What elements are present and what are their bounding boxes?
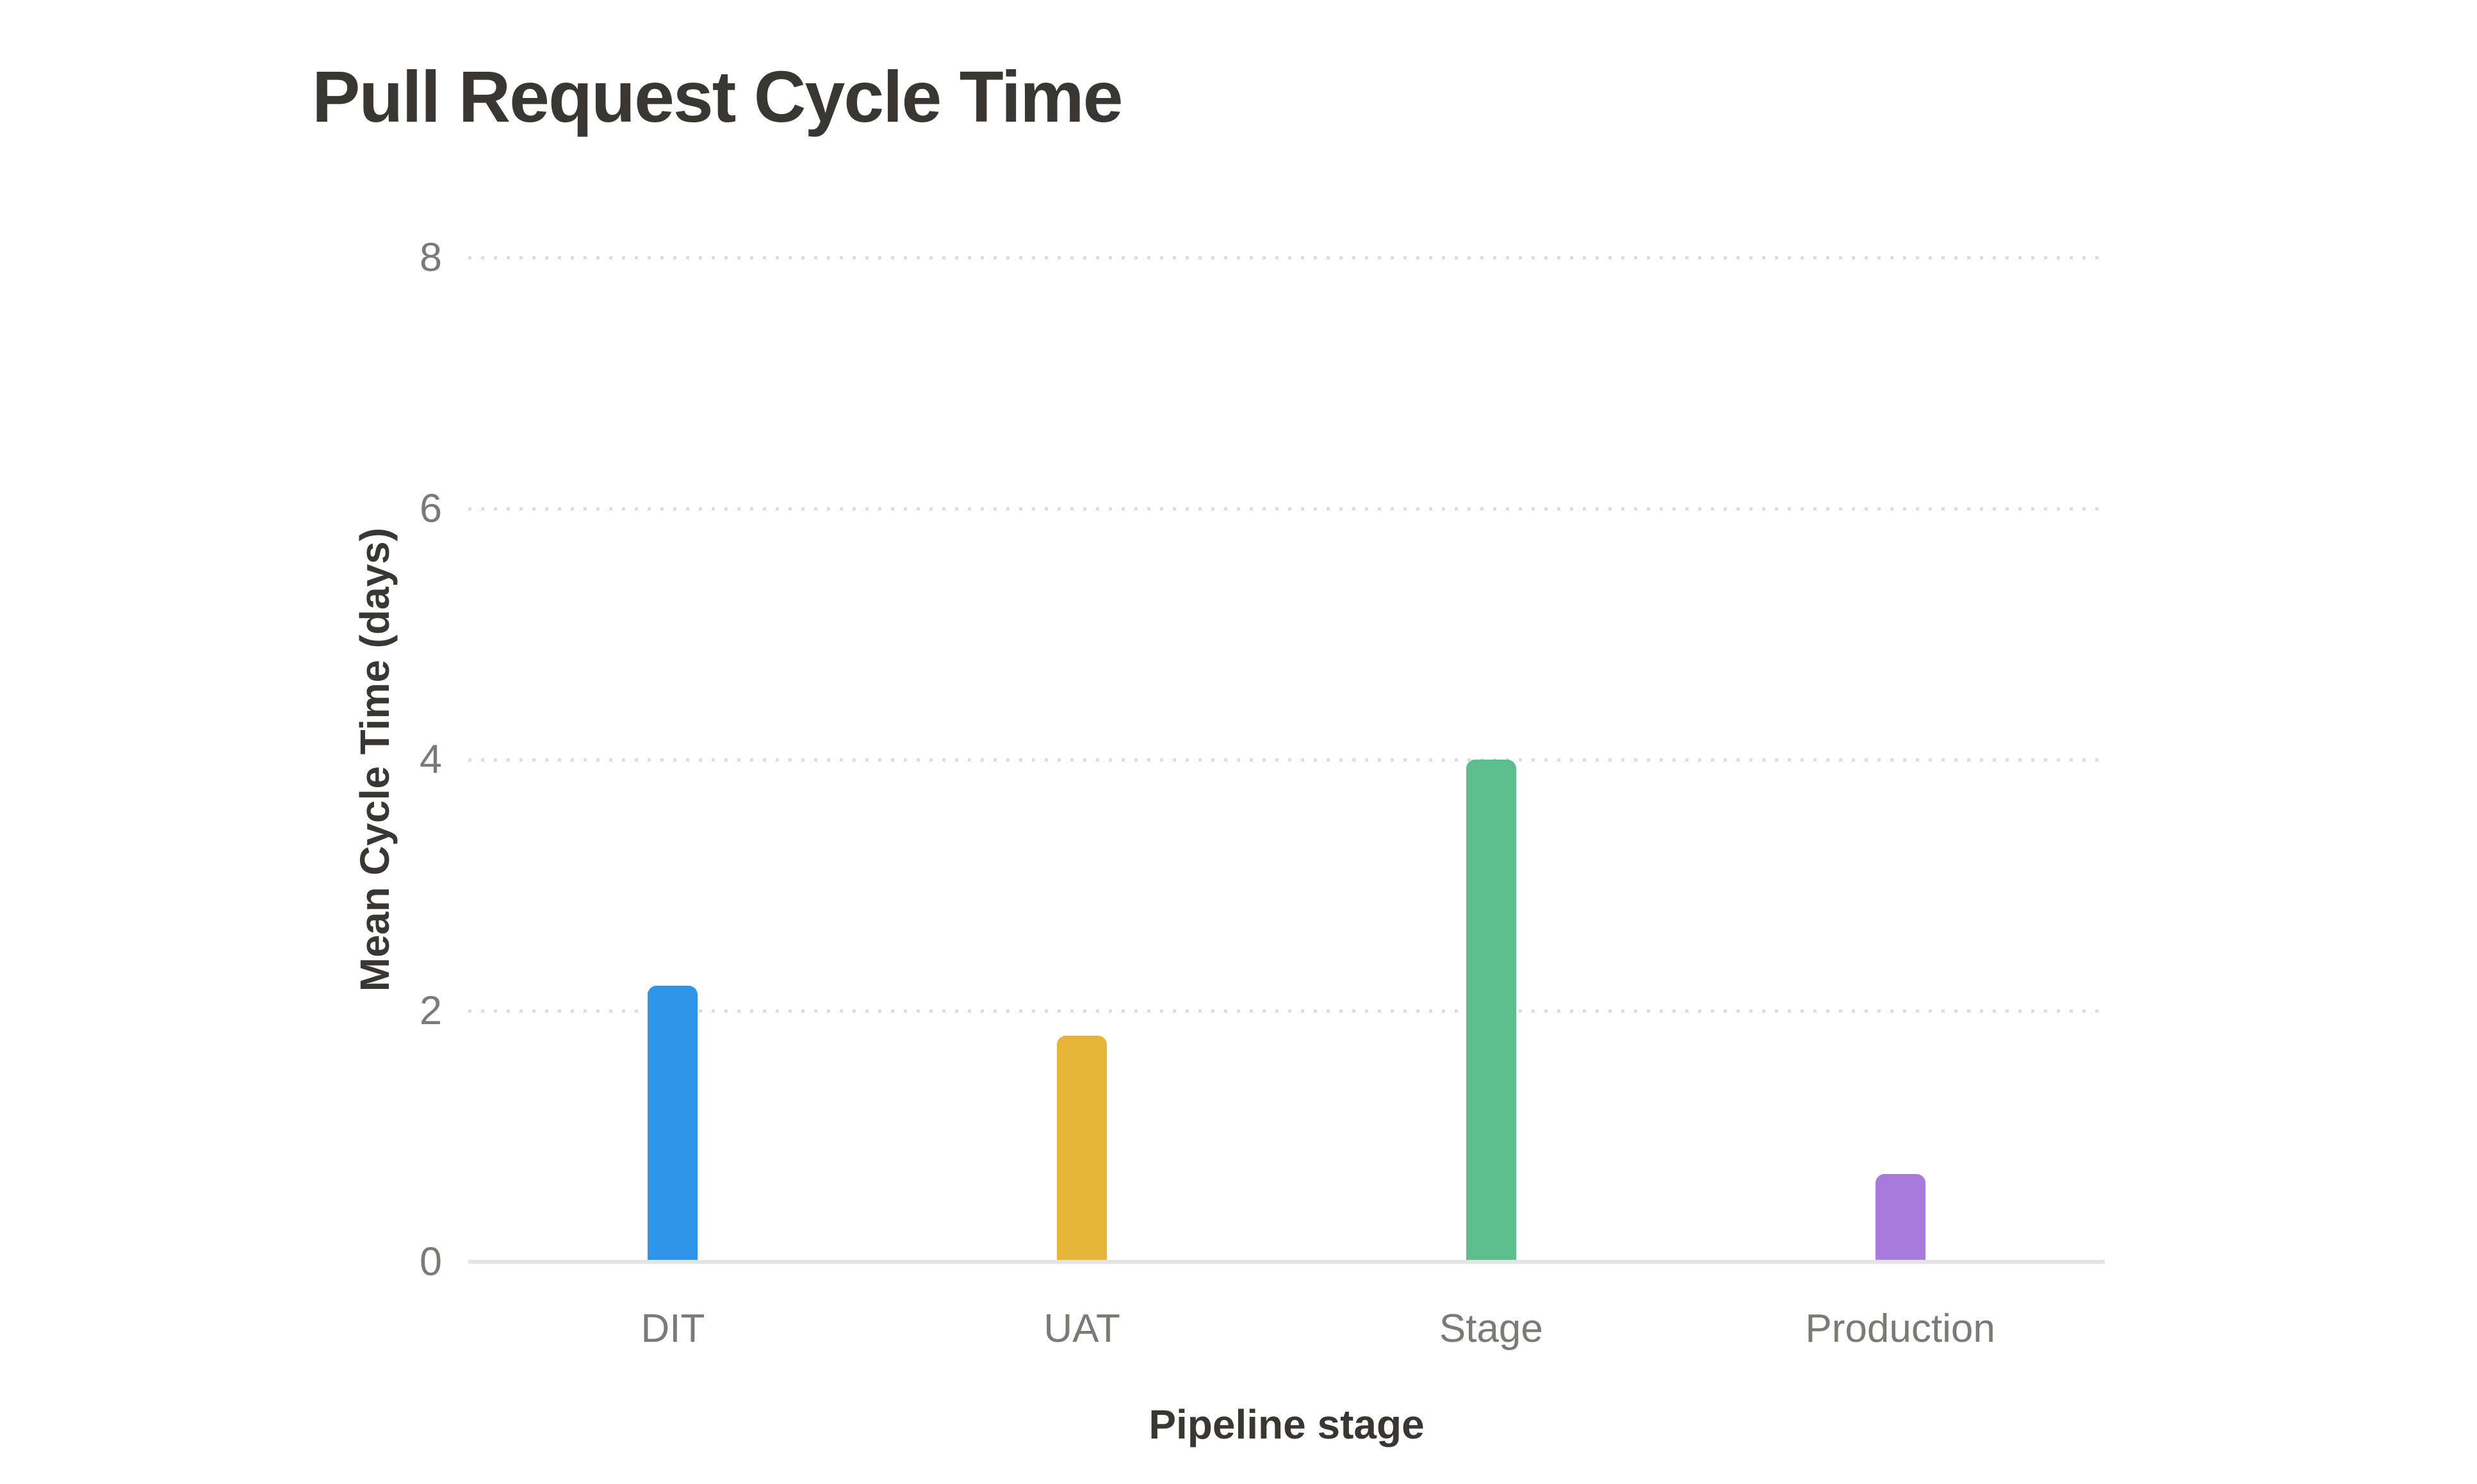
x-axis-title: Pipeline stage	[1149, 1401, 1425, 1447]
bar-uat	[1057, 1036, 1108, 1262]
x-tick-label-dit: DIT	[641, 1307, 705, 1351]
gridline-y-4	[468, 758, 2105, 762]
y-tick-label-8: 8	[419, 235, 442, 280]
bar-production	[1875, 1173, 1925, 1262]
y-tick-label-4: 4	[419, 737, 442, 782]
x-axis-line	[468, 1260, 2105, 1264]
bar-dit	[648, 985, 698, 1262]
gridline-y-8	[468, 256, 2105, 259]
bar-stage	[1466, 760, 1516, 1262]
x-tick-label-stage: Stage	[1439, 1307, 1543, 1351]
plot-area	[468, 256, 2105, 1262]
x-tick-label-production: Production	[1805, 1307, 1995, 1351]
chart-title: Pull Request Cycle Time	[312, 56, 1123, 137]
gridline-y-2	[468, 1009, 2105, 1013]
y-tick-label-2: 2	[419, 988, 442, 1033]
y-tick-label-0: 0	[419, 1239, 442, 1284]
x-tick-label-uat: UAT	[1043, 1307, 1120, 1351]
gridline-y-6	[468, 507, 2105, 510]
y-tick-label-6: 6	[419, 486, 442, 531]
